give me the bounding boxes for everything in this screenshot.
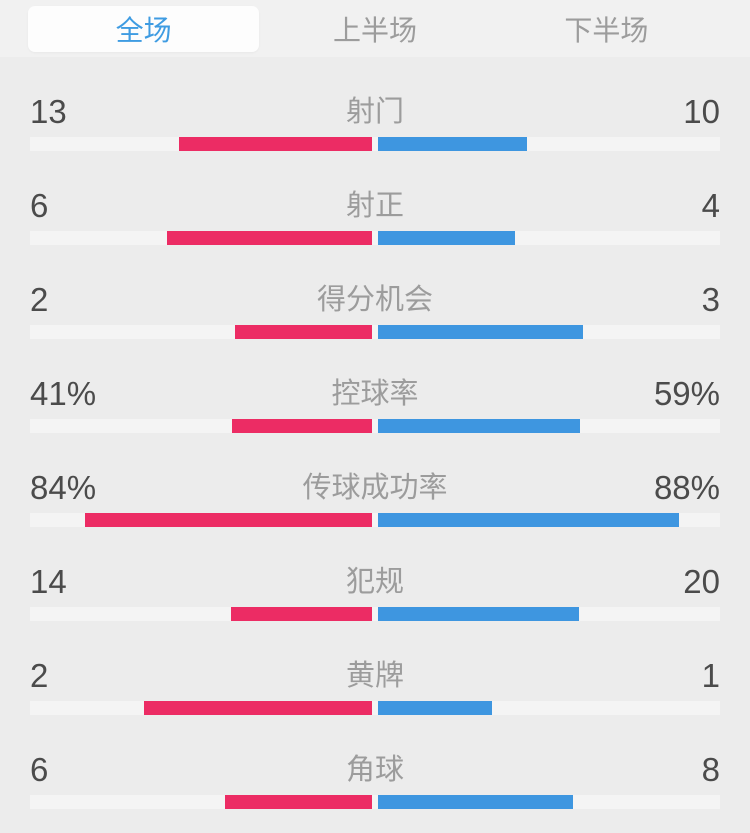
stat-label: 射正 [345, 190, 405, 222]
home-value: 13 [30, 93, 67, 130]
stat-row: 2 黄牌 1 [30, 621, 720, 715]
tab-second-half[interactable]: 下半场 [564, 14, 649, 46]
stat-bar-track [30, 231, 720, 245]
stat-bar-track [30, 701, 720, 715]
stat-line: 2 黄牌 1 [30, 658, 720, 694]
away-value: 1 [701, 657, 720, 694]
home-bar [231, 607, 372, 621]
home-value: 84% [30, 469, 97, 506]
stat-label: 射门 [345, 96, 405, 128]
stat-row: 2 得分机会 3 [30, 245, 720, 339]
away-value: 59% [653, 375, 720, 412]
away-bar [378, 795, 574, 809]
stat-line: 84% 传球成功率 88% [30, 470, 720, 506]
stat-line: 2 得分机会 3 [30, 282, 720, 318]
away-value: 20 [683, 563, 720, 600]
stat-line: 41% 控球率 59% [30, 376, 720, 412]
away-value: 3 [701, 281, 720, 318]
stat-label: 黄牌 [345, 660, 405, 692]
away-bar [378, 419, 580, 433]
home-bar [225, 795, 372, 809]
stat-label: 传球成功率 [302, 472, 448, 504]
stat-row: 6 射正 4 [30, 151, 720, 245]
home-value: 2 [30, 281, 49, 318]
stats-list: 13 射门 10 6 射正 4 2 得分机会 3 41% 控球率 59% 84% 传球成功率 88% 14 犯规… [0, 57, 750, 809]
stat-bar-track [30, 325, 720, 339]
home-bar [178, 137, 372, 151]
home-value: 2 [30, 657, 49, 694]
away-value: 10 [683, 93, 720, 130]
away-bar [378, 607, 580, 621]
stat-bar-track [30, 607, 720, 621]
home-bar [235, 325, 372, 339]
stat-label: 控球率 [331, 378, 419, 410]
tab-full-match[interactable]: 全场 [28, 5, 260, 52]
home-bar [231, 419, 372, 433]
away-bar [378, 513, 679, 527]
stat-line: 6 射正 4 [30, 188, 720, 224]
away-value: 4 [701, 187, 720, 224]
home-bar [166, 231, 372, 245]
stat-line: 6 角球 8 [30, 752, 720, 788]
stat-label: 角球 [345, 754, 405, 786]
stat-bar-track [30, 795, 720, 809]
period-tabbar: 全场 上半场 下半场 [0, 0, 750, 57]
stat-bar-track [30, 513, 720, 527]
stat-label: 犯规 [345, 566, 405, 598]
home-value: 14 [30, 563, 67, 600]
stat-bar-track [30, 419, 720, 433]
home-bar [84, 513, 372, 527]
stat-row: 84% 传球成功率 88% [30, 433, 720, 527]
stat-row: 14 犯规 20 [30, 527, 720, 621]
stat-row: 41% 控球率 59% [30, 339, 720, 433]
stat-line: 14 犯规 20 [30, 564, 720, 600]
home-bar [143, 701, 372, 715]
stat-bar-track [30, 137, 720, 151]
stat-line: 13 射门 10 [30, 94, 720, 130]
stat-row: 13 射门 10 [30, 57, 720, 151]
stat-label: 得分机会 [316, 284, 434, 316]
away-value: 8 [701, 751, 720, 788]
home-value: 6 [30, 751, 49, 788]
stat-row: 6 角球 8 [30, 715, 720, 809]
away-bar [378, 325, 584, 339]
away-bar [378, 701, 492, 715]
away-bar [378, 231, 515, 245]
home-value: 6 [30, 187, 49, 224]
away-value: 88% [653, 469, 720, 506]
away-bar [378, 137, 527, 151]
tab-first-half[interactable]: 上半场 [332, 14, 417, 46]
home-value: 41% [30, 375, 97, 412]
